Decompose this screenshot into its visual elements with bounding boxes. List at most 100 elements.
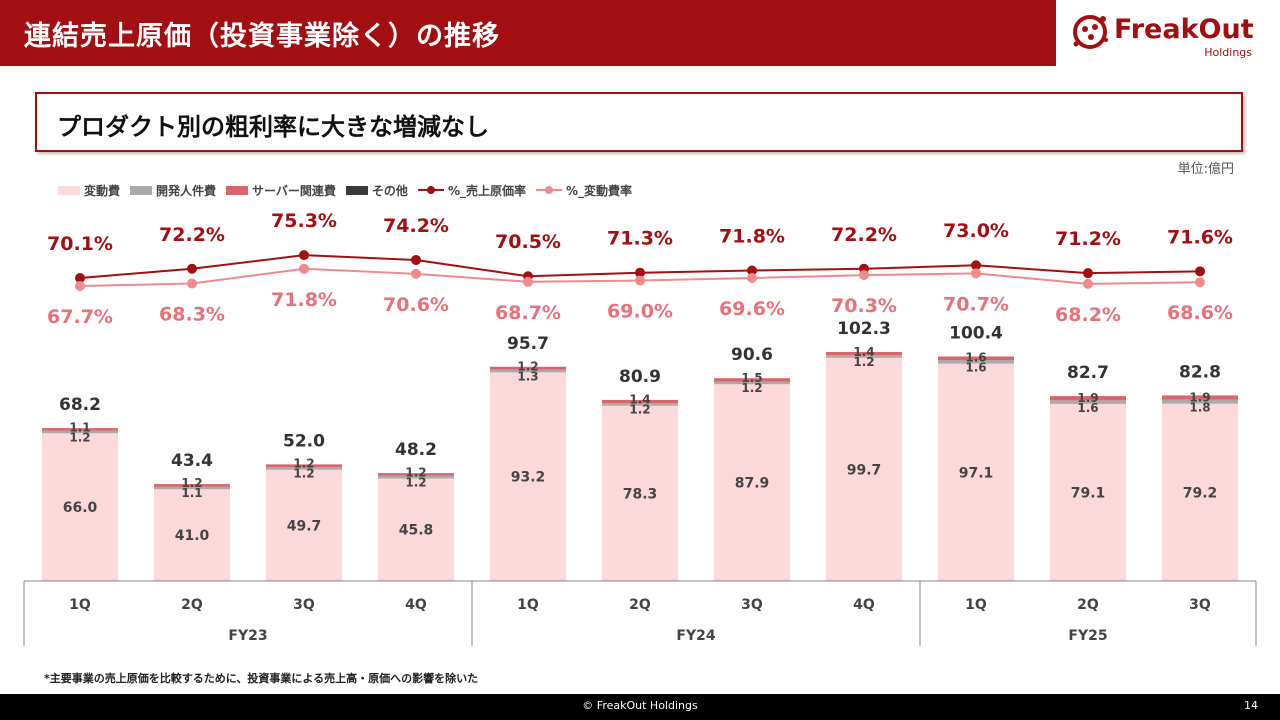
x-tick-label: 3Q [293,597,315,613]
line-point [635,275,645,286]
line-point [75,281,85,291]
bar-segment [266,464,342,468]
line-value-label: 71.6% [1167,226,1233,248]
x-tick-label: 1Q [517,597,539,613]
bar-total-label: 102.3 [837,319,891,339]
page-number: 14 [1244,699,1258,712]
line-point [971,268,981,279]
bar-value-label: 1.9 [1189,391,1210,405]
bar-value-label: 1.2 [293,467,314,481]
bar-segment [42,430,118,434]
bar-segment [1162,395,1238,400]
bar-segment [378,478,454,581]
bar-total-label: 80.9 [619,367,661,387]
legend-label: 開発人件費 [156,183,217,198]
legend-swatch [226,185,249,195]
bar-value-label: 1.2 [629,403,650,417]
bar-total-label: 43.4 [171,451,213,471]
line-point [1195,277,1205,288]
legend-swatch [58,185,80,195]
legend-item-variable-ratio: %_変動費率 [535,182,632,199]
bar-total-label: 48.2 [395,440,437,460]
line-value-label: 70.6% [383,294,449,316]
line-point [187,263,197,274]
line-value-label: 68.3% [159,303,225,325]
line-point [411,268,421,279]
bar-segment [1162,399,1238,404]
line-point [971,260,981,271]
bar-segment [42,433,118,581]
bar-value-label: 1.1 [69,420,90,434]
bar-segment [1050,396,1126,401]
bar-value-label: 1.2 [181,476,202,490]
line-point [75,273,85,283]
copyright: © FreakOut Holdings [582,699,698,712]
legend-label: 変動費 [84,183,121,198]
line-value-label: 73.0% [943,220,1009,242]
legend-label: その他 [371,183,408,198]
bar-segment [490,366,566,370]
bar-value-label: 79.1 [1071,485,1106,501]
bar-value-label: 79.2 [1183,485,1218,501]
bar-segment [602,399,678,404]
bar-segment [826,355,902,358]
chart-legend: 変動費 開発人件費 サーバー関連費 その他 %_売上原価率 %_変動費率 [58,181,632,199]
bar-value-label: 49.7 [287,518,322,534]
x-tick-label: 2Q [629,597,651,613]
line-value-label: 71.8% [271,289,337,311]
line-value-label: 69.6% [719,298,785,320]
line-value-label: 71.2% [1055,228,1121,250]
legend-item-cogs-ratio: %_売上原価率 [417,182,526,199]
bar-segment [714,384,790,581]
bar-value-label: 1.1 [181,486,202,500]
bar-segment [154,484,230,487]
bar-segment [938,356,1014,361]
legend-line-marker [417,184,444,196]
legend-item-variable-cost: 変動費 [58,182,120,199]
line-point [187,278,197,289]
bar-segment [714,378,790,382]
bar-segment [490,372,566,581]
line-value-label: 70.5% [495,231,561,253]
line-point [299,263,309,274]
legend-label: サーバー関連費 [252,183,336,198]
bar-segment [378,475,454,479]
bar-value-label: 1.2 [741,381,762,395]
line-value-label: 75.3% [271,210,337,232]
x-group-label: FY23 [228,628,267,644]
legend-label: %_売上原価率 [447,183,526,198]
logo-text: FreakOut [1114,14,1254,45]
bar-segment [826,352,902,356]
bar-value-label: 1.6 [1077,401,1098,415]
header-bar: 連結売上原価（投資事業除く）の推移 FreakOut Holdings [0,0,1280,66]
line-value-label: 72.2% [831,224,897,246]
legend-item-other: その他 [345,182,408,199]
line-point [1083,278,1093,289]
subtitle: プロダクト別の粗利率に大きな増減なし [57,113,489,141]
logo-subtext: Holdings [1204,46,1252,59]
bar-value-label: 1.2 [405,465,426,479]
legend-line-marker [535,184,562,196]
bar-segment [938,360,1014,364]
line-value-label: 70.3% [831,295,897,317]
line-value-label: 71.8% [719,226,785,248]
line-value-label: 68.7% [495,302,561,324]
bar-total-label: 95.7 [507,334,549,354]
bar-segment [1050,403,1126,581]
bar-value-label: 1.2 [293,457,314,471]
line-point [299,250,309,261]
x-tick-label: 3Q [1189,597,1211,613]
line-value-label: 70.7% [943,293,1009,315]
subtitle-box: プロダクト別の粗利率に大きな増減なし [35,92,1243,152]
legend-label: %_変動費率 [565,183,632,198]
bar-value-label: 1.2 [69,430,90,444]
bar-value-label: 1.2 [517,359,538,373]
bar-value-label: 45.8 [399,523,434,539]
bar-total-label: 52.0 [283,431,325,451]
line-point [411,254,421,265]
x-tick-label: 4Q [405,597,427,613]
line-point [635,267,645,278]
line-point [747,265,757,276]
x-group-label: FY24 [676,628,715,644]
freakout-logo-icon [1073,15,1108,49]
